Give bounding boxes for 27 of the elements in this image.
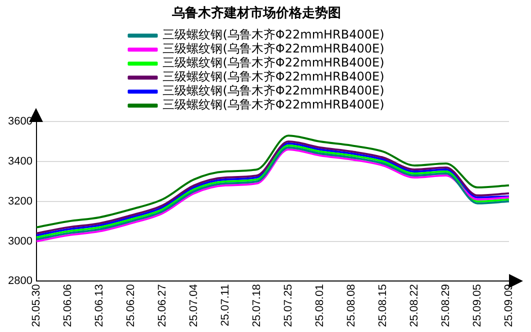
y-tick-label: 3400	[8, 156, 32, 168]
x-tick-label: 25.06.27	[156, 284, 169, 328]
x-tick-label: 25.08.01	[314, 284, 326, 328]
x-tick-label: 25.07.11	[220, 284, 232, 326]
legend-label: 三级螺纹钢(乌鲁木齐Φ22mmHRB400E)	[162, 84, 384, 98]
y-tick-label: 2800	[8, 275, 32, 288]
legend-label: 三级螺纹钢(乌鲁木齐Φ22mmHRB400E)	[162, 56, 384, 70]
legend-label: 三级螺纹钢(乌鲁木齐Φ22mmHRB400E)	[162, 28, 384, 42]
legend-label: 三级螺纹钢(乌鲁木齐Φ22mmHRB400E)	[162, 70, 384, 84]
legend-label: 三级螺纹钢(乌鲁木齐Φ22mmHRB400E)	[162, 42, 384, 56]
x-tick-label: 25.08.08	[346, 284, 358, 328]
x-tick-label: 25.08.22	[408, 284, 421, 328]
x-tick-label: 25.07.25	[282, 284, 295, 328]
x-tick-label: 25.06.20	[125, 284, 138, 328]
x-tick-label: 25.09.05	[472, 284, 484, 328]
x-tick-label: 25.07.18	[251, 284, 264, 328]
x-tick-label: 25.09.09	[503, 284, 516, 328]
legend-label: 三级螺纹钢(乌鲁木齐Φ22mmHRB400E)	[162, 98, 384, 112]
x-tick-label: 25.08.29	[440, 284, 452, 328]
x-tick-label: 25.06.06	[62, 284, 74, 328]
x-tick-label: 25.06.13	[94, 284, 106, 328]
x-tick-label: 25.05.30	[30, 284, 42, 328]
y-tick-label: 3200	[8, 195, 32, 208]
x-tick-label: 25.08.15	[377, 284, 390, 328]
chart-title: 乌鲁木齐建材市场价格走势图	[171, 5, 341, 22]
x-tick-label: 25.07.04	[188, 284, 200, 328]
y-tick-label: 3000	[8, 235, 32, 248]
